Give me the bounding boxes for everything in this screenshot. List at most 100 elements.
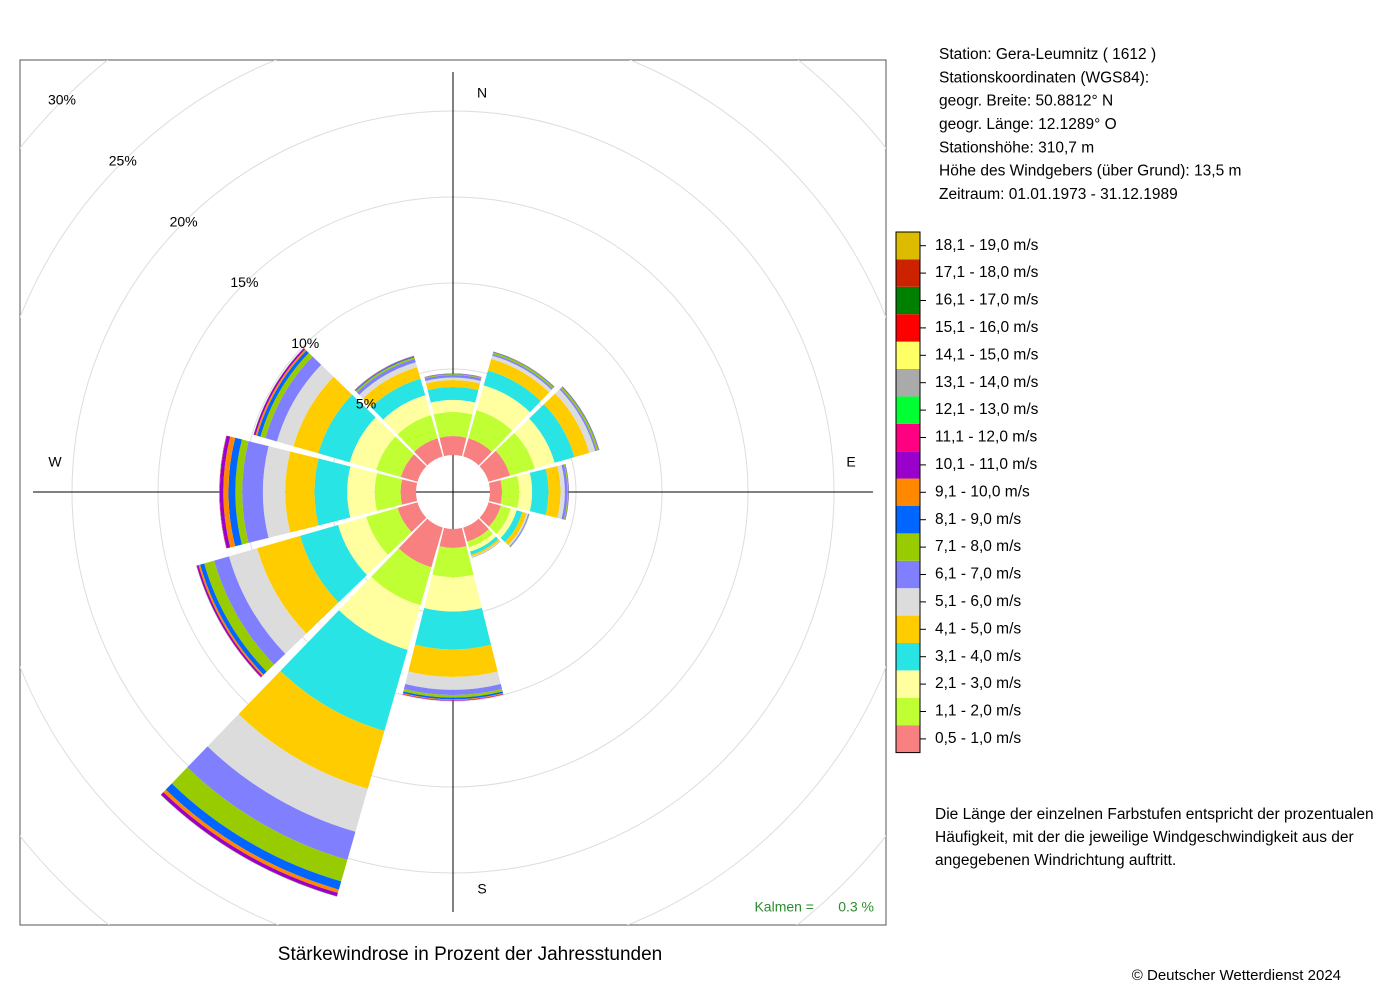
wedge-segment <box>561 464 568 520</box>
legend-label: 9,1 - 10,0 m/s <box>935 483 1030 500</box>
legend-label: 16,1 - 17,0 m/s <box>935 292 1039 309</box>
station-info: geogr. Breite: 50.8812° N <box>939 93 1113 110</box>
legend-swatch <box>896 341 920 369</box>
calm-value: 0.3 % <box>838 899 874 915</box>
station-info: Zeitraum: 01.01.1973 - 31.12.1989 <box>939 186 1178 203</box>
wedge-segment <box>425 377 481 384</box>
wedge-segment <box>257 350 309 437</box>
wedge-segment <box>471 539 500 557</box>
legend: 0,5 - 1,0 m/s 1,1 - 2,0 m/s 2,1 - 3,0 m/s 3… <box>895 231 1039 754</box>
wedge-segment <box>496 508 517 538</box>
wedge-segment <box>424 574 482 612</box>
r-tick-label: 5% <box>356 396 376 412</box>
wedge-segment <box>467 529 494 548</box>
wedge-segment <box>414 608 492 650</box>
legend-label: 13,1 - 14,0 m/s <box>935 374 1039 391</box>
legend-label: 3,1 - 4,0 m/s <box>935 648 1021 665</box>
wedge-segment <box>471 540 501 558</box>
wedge-segment <box>285 451 319 533</box>
r-tick-label: 15% <box>230 274 258 290</box>
legend-swatch <box>896 725 920 753</box>
station-info: geogr. Länge: 12.1289° O <box>939 116 1117 133</box>
wedge-segment <box>318 394 376 463</box>
r-tick-label: 25% <box>109 152 137 168</box>
wedge-segment <box>529 468 549 516</box>
wedge-segment <box>402 693 504 701</box>
legend-swatch <box>896 286 920 315</box>
wedge-segment <box>495 432 535 476</box>
wedge-segment <box>468 533 497 552</box>
wedge-segment <box>338 516 389 576</box>
wedge-segment <box>414 438 443 466</box>
wedge-segment <box>219 435 227 549</box>
wedge-segment <box>200 563 267 675</box>
wedge-segment <box>402 693 504 701</box>
wedge-segment <box>265 356 322 442</box>
wedge-segment <box>424 373 482 378</box>
wedge-segment <box>545 466 561 518</box>
wedge-segment <box>314 458 351 526</box>
wedge-segment <box>400 454 427 482</box>
r-tick-label: 20% <box>170 213 198 229</box>
legend-label: 5,1 - 6,0 m/s <box>935 593 1021 610</box>
legend-swatch <box>896 259 920 287</box>
wedge-segment <box>374 473 403 511</box>
legend-note: Die Länge der einzelnen Farbstufen entsp… <box>935 806 1374 823</box>
wedge-segment <box>565 464 569 520</box>
label-layer: 5% 10% 15% 20% 25% 30% N E S W Kalmen = 0.3 % <box>48 85 874 915</box>
legend-label: 8,1 - 9,0 m/s <box>935 511 1021 528</box>
wedge-segment <box>500 510 523 543</box>
wedge-segment <box>403 688 503 698</box>
legend-swatch <box>896 232 920 260</box>
direction-label: E <box>846 454 855 470</box>
wedge-segment <box>242 441 269 543</box>
wedge-segment <box>403 683 503 695</box>
wedge-segment <box>300 524 367 603</box>
wedge-segment <box>479 502 501 527</box>
r-tick-label: 30% <box>48 92 76 108</box>
wedge-segment <box>433 412 473 438</box>
legend-swatch <box>896 615 920 643</box>
wedge-segment <box>228 437 242 547</box>
wedge-segment <box>483 370 541 413</box>
wedge-segment <box>427 387 479 403</box>
wedge-segment <box>276 364 334 447</box>
legend-swatch <box>896 506 920 534</box>
r-tick-label: 10% <box>291 335 319 351</box>
wedge-layer <box>160 347 600 897</box>
legend-swatch <box>896 451 920 479</box>
wedge-segment <box>207 714 368 832</box>
legend-label: 4,1 - 5,0 m/s <box>935 620 1021 637</box>
station-info: Stationshöhe: 310,7 m <box>939 139 1094 156</box>
wedge-segment <box>424 375 482 381</box>
legend-note: angegebenen Windrichtung auftritt. <box>935 852 1176 869</box>
wedge-segment <box>488 480 503 504</box>
legend-label: 15,1 - 16,0 m/s <box>935 319 1039 336</box>
wedge-segment <box>424 373 482 378</box>
wedge-segment <box>514 418 555 469</box>
wedge-segment <box>565 463 569 521</box>
wedge-segment <box>487 358 550 402</box>
wedge-segment <box>359 362 418 399</box>
wedge-segment <box>219 435 227 549</box>
wedge-segment <box>479 450 511 482</box>
wedge-segment <box>400 479 418 505</box>
legend-label: 17,1 - 18,0 m/s <box>935 264 1039 281</box>
legend-swatch <box>896 560 920 589</box>
wedge-segment <box>397 502 427 533</box>
direction-label: S <box>477 881 486 897</box>
wedge-segment <box>529 404 575 463</box>
wedge-segment <box>432 546 474 578</box>
wedge-segment <box>500 475 520 509</box>
station-info: Höhe des Windgebers (über Grund): 13,5 m <box>939 163 1241 180</box>
wedge-segment <box>376 436 414 478</box>
wedge-segment <box>398 518 443 568</box>
wedge-segment <box>397 415 438 452</box>
wedge-segment <box>402 694 504 701</box>
wedge-segment <box>349 417 396 470</box>
wedge-segment <box>564 464 569 520</box>
legend-swatch <box>896 643 920 671</box>
legend-label: 6,1 - 7,0 m/s <box>935 566 1021 583</box>
